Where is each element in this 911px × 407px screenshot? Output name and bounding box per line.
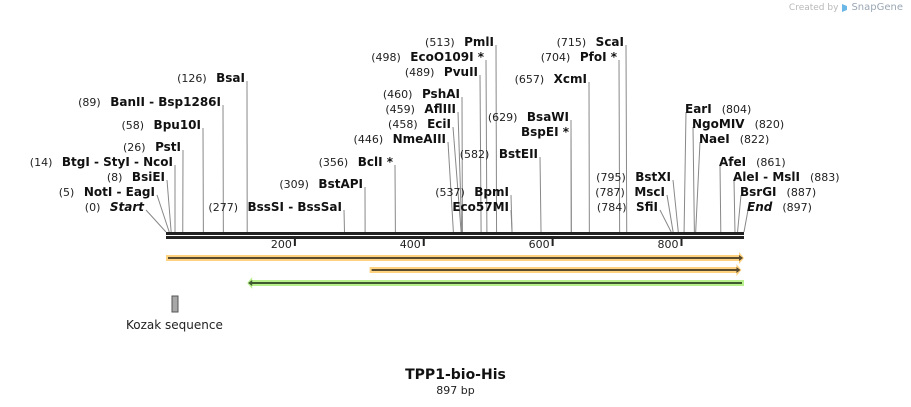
ruler-tick-label: 400 [400, 238, 421, 251]
restriction-site-label[interactable]: (26) PstI [123, 140, 181, 154]
ruler: 200 400 600 800 [271, 238, 683, 251]
site-line [145, 209, 167, 233]
sequence-name: TPP1-bio-His [405, 367, 506, 383]
feature-arrow[interactable] [166, 252, 744, 264]
snapgene-logo-icon [842, 3, 848, 12]
restriction-site-label[interactable]: (58) Bpu10I [121, 118, 201, 132]
restriction-site-label[interactable]: NgoMIV (820) [692, 117, 784, 131]
ruler-tick [422, 239, 425, 246]
restriction-site-label[interactable]: (8) BsiEI [107, 170, 165, 184]
kozak-sequence-feature[interactable] [171, 295, 179, 313]
restriction-site-label[interactable]: (126) BsaI [177, 71, 245, 85]
site-line [666, 194, 674, 233]
site-line [672, 179, 679, 233]
ruler-tick [680, 239, 683, 246]
restriction-site-label[interactable]: (5) NotI - EagI [59, 185, 155, 199]
site-line [659, 209, 672, 233]
site-line [452, 126, 462, 233]
map-title-block: TPP1-bio-His 897 bp [0, 367, 911, 397]
restriction-site-label[interactable]: (513) PmlI [425, 35, 494, 49]
ruler-tick [551, 239, 554, 246]
site-line [485, 59, 488, 233]
restriction-site-label[interactable]: (446) NmeAIII [354, 132, 446, 146]
restriction-site-lines [145, 44, 749, 233]
site-line [625, 44, 628, 233]
restriction-site-label[interactable]: (489) PvuII [405, 65, 478, 79]
site-line [539, 156, 542, 233]
watermark-brand: SnapGene [851, 2, 903, 13]
restriction-site-label[interactable]: (458) EciI [388, 117, 451, 131]
features-track [166, 252, 745, 289]
site-line [733, 179, 736, 233]
restriction-site-label[interactable]: (498) EcoO109I * [371, 50, 485, 64]
kozak-sequence-label: Kozak sequence [126, 318, 223, 332]
site-line [156, 194, 170, 233]
site-line [479, 74, 482, 233]
sequence-length: 897 bp [436, 384, 475, 397]
restriction-site-label[interactable]: (459) AflIII [385, 102, 456, 116]
site-line [719, 164, 722, 233]
sequence-backbone [166, 232, 744, 239]
restriction-site-label[interactable]: (582) BstEII [460, 147, 538, 161]
restriction-site-label[interactable]: (784) SfiI [597, 200, 658, 214]
feature-arrow[interactable] [247, 277, 745, 289]
site-line [166, 179, 172, 233]
restriction-site-label[interactable]: (537) BpmI [435, 185, 509, 199]
restriction-site-label[interactable]: (460) PshAI [383, 87, 460, 101]
ruler-tick-label: 600 [529, 238, 550, 251]
restriction-site-label[interactable]: (629) BsaWI [488, 110, 569, 124]
site-line [510, 209, 513, 233]
ruler-tick-label: 200 [271, 238, 292, 251]
site-line [495, 44, 498, 233]
ruler-tick [293, 239, 296, 246]
backbone-top-strand [166, 232, 744, 235]
restriction-site-label[interactable]: (657) XcmI [515, 72, 587, 86]
site-line [737, 194, 742, 233]
restriction-site-labels: (0) Start(5) NotI - EagI(8) BsiEI(14) Bt… [30, 35, 840, 214]
restriction-site-label[interactable]: (356) BclI * [319, 155, 394, 169]
restriction-site-label[interactable]: (277) BssSI - BssSaI [208, 200, 342, 214]
restriction-site-label[interactable]: (715) ScaI [557, 35, 624, 49]
site-line [447, 141, 454, 233]
watermark-prefix: Created by [788, 2, 839, 13]
restriction-site-label[interactable]: Eco57MI [452, 200, 509, 214]
restriction-site-label[interactable]: NaeI (822) [699, 132, 769, 146]
restriction-site-label[interactable]: (795) BstXI [596, 170, 671, 184]
restriction-site-label[interactable]: End (897) [747, 200, 812, 214]
site-line [692, 126, 695, 233]
restriction-site-label[interactable]: AleI - MslI (883) [733, 170, 840, 184]
restriction-site-label[interactable]: BsrGI (887) [740, 185, 816, 199]
ruler-tick-label: 800 [657, 238, 678, 251]
restriction-site-label[interactable]: (787) MscI [595, 185, 665, 199]
restriction-site-label[interactable]: (0) Start [85, 200, 145, 214]
watermark: Created by SnapGene [789, 2, 903, 13]
restriction-site-label[interactable]: (704) PfoI * [541, 50, 618, 64]
site-line [695, 141, 701, 233]
restriction-site-label[interactable]: (14) BtgI - StyI - NcoI [30, 155, 173, 169]
site-line [618, 59, 621, 233]
restriction-site-label[interactable]: (309) BstAPI [279, 177, 363, 191]
restriction-site-label[interactable]: EarI (804) [685, 102, 751, 116]
site-line [683, 111, 687, 233]
restriction-site-label[interactable]: BspEI * [521, 125, 570, 139]
site-line [457, 111, 463, 233]
backbone-bottom-strand [166, 236, 744, 239]
site-line [743, 209, 749, 233]
feature-arrow[interactable] [369, 264, 742, 276]
restriction-site-label[interactable]: AfeI (861) [719, 155, 786, 169]
restriction-site-label[interactable]: (89) BanII - Bsp1286I [78, 95, 221, 109]
